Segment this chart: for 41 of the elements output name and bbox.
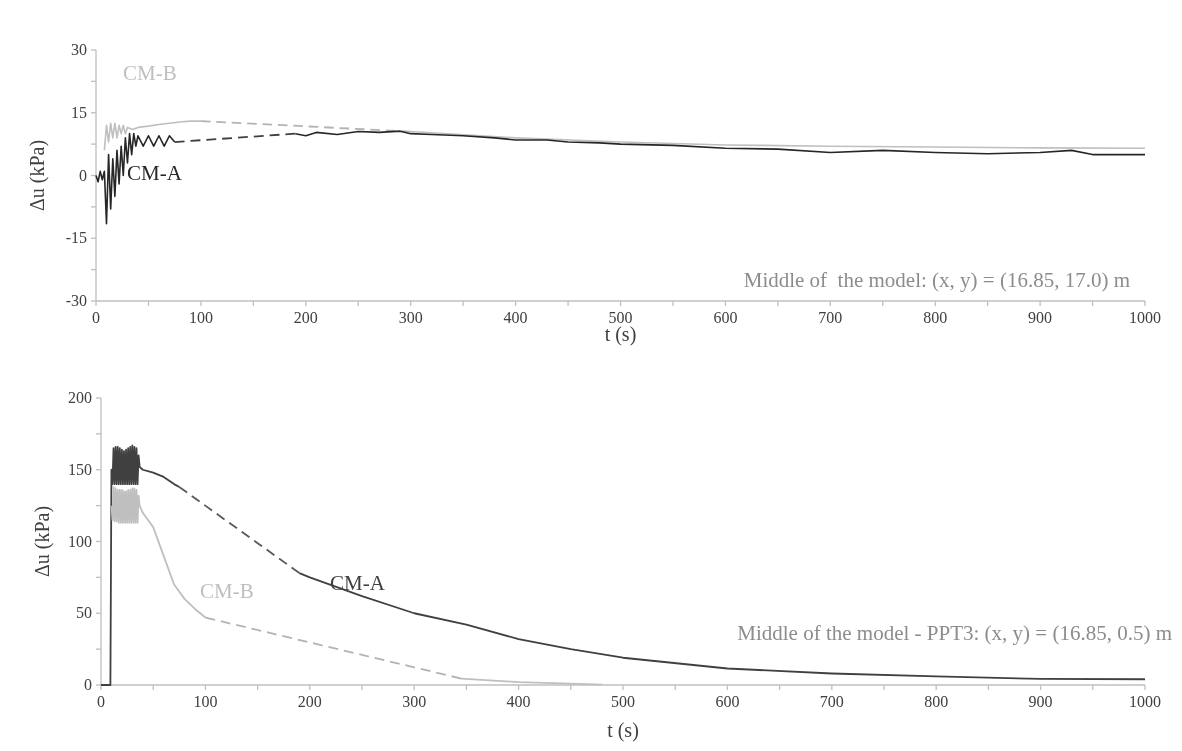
x-axis-title: t (s) [604,323,637,346]
y-axis-title: Δu (kPa) [31,505,54,578]
x-tick-label: 800 [924,693,949,710]
x-tick-label: 400 [506,693,531,710]
y-tick-label: 0 [79,166,87,184]
y-tick-label: 200 [68,389,92,406]
y-tick-label: 30 [71,41,87,58]
annotation: Middle of the model - PPT3: (x, y) = (16.85, 0.5) m [737,621,1172,645]
series-label: CM-A [127,161,183,185]
series-label: CM-A [330,571,386,595]
x-tick-label: 700 [818,309,843,326]
y-tick-label: 100 [68,532,92,550]
x-tick-label: 900 [1028,693,1053,710]
x-tick-label: 600 [713,309,738,326]
x-tick-label: 100 [193,693,218,710]
x-tick-label: 300 [398,309,423,326]
y-tick-label: -15 [65,229,87,247]
x-tick-label: 1000 [1129,309,1161,326]
y-axis-title: Δu (kPa) [26,139,49,212]
x-tick-label: 900 [1028,309,1053,326]
x-tick-label: 0 [97,693,105,710]
x-tick-label: 200 [293,309,318,326]
y-tick-label: 15 [71,103,87,121]
y-tick-label: 50 [76,604,92,622]
series-label: CM-B [123,61,177,85]
x-tick-label: 700 [819,693,844,710]
y-tick-label: 0 [84,676,92,693]
series-label: CM-B [200,579,254,603]
x-tick-label: 500 [611,693,635,710]
x-tick-label: 300 [402,693,427,710]
x-axis-title: t (s) [607,719,639,742]
x-tick-label: 1000 [1129,693,1161,710]
x-tick-label: 800 [923,309,948,326]
x-tick-label: 200 [297,693,322,710]
y-tick-label: -30 [65,292,87,309]
annotation: Middle of the model: (x, y) = (16.85, 17.0) m [743,268,1130,292]
x-tick-label: 100 [188,309,213,326]
x-tick-label: 500 [608,309,633,326]
x-tick-label: 400 [503,309,528,326]
x-tick-label: 600 [715,693,740,710]
y-tick-label: 150 [68,460,92,478]
